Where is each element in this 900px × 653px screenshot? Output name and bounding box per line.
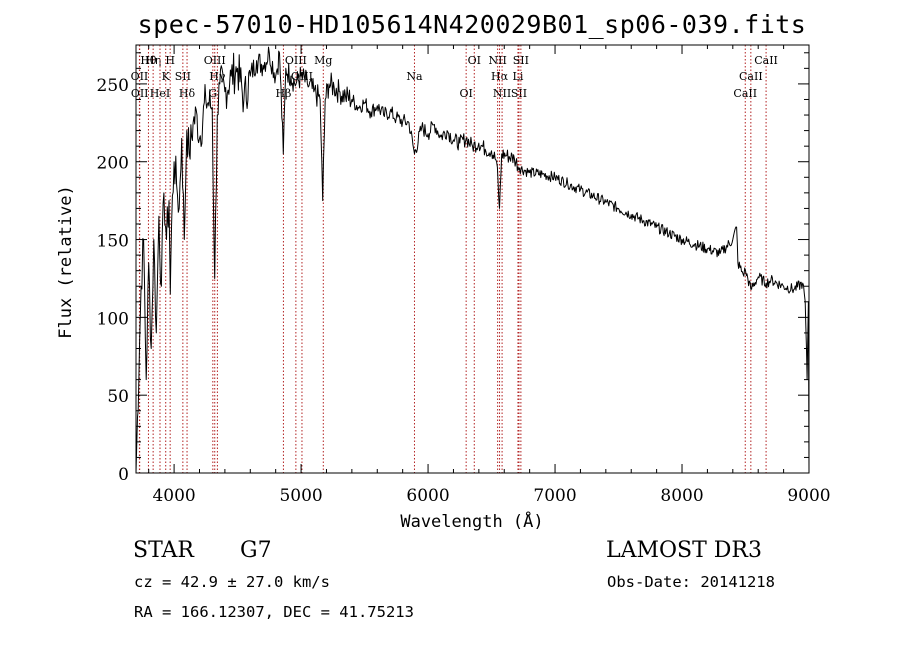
marker-label: CaII (733, 87, 757, 100)
chart-title: spec-57010-HD105614N420029B01_sp06-039.f… (138, 10, 807, 39)
redshift-text: cz = 42.9 ± 27.0 km/s (134, 573, 330, 591)
x-axis-label: Wavelength (Å) (400, 510, 543, 532)
y-tick-label: 100 (97, 309, 129, 329)
marker-label: OI (459, 87, 472, 100)
obs-date: Obs-Date: 20141218 (607, 573, 775, 591)
marker-label: K (162, 70, 171, 83)
marker-label: Mg (314, 54, 332, 67)
spectrum-line (135, 46, 810, 474)
y-axis-label: Flux (relative) (56, 185, 76, 339)
marker-label: Hδ (179, 87, 196, 100)
marker-label: OIII (285, 54, 307, 67)
marker-label: NII (488, 54, 506, 67)
marker-label: CaII (739, 70, 763, 83)
marker-label: Li (513, 70, 524, 83)
marker-label: CaII (754, 54, 778, 67)
line-markers: HθOIIOIIHηKHeIHSIIHδOIIIHγGOIIIOIIIHβMgN… (131, 45, 778, 473)
marker-label: Hγ (209, 70, 226, 83)
marker-label: Na (406, 70, 423, 83)
marker-label: OIII (204, 54, 226, 67)
x-tick-label: 7000 (533, 486, 576, 506)
marker-label: H (165, 54, 175, 67)
marker-label: OII (131, 87, 149, 100)
marker-label: G (208, 87, 217, 100)
coordinates-text: RA = 166.12307, DEC = 41.75213 (134, 603, 414, 621)
x-tick-label: 8000 (660, 486, 703, 506)
y-tick-label: 150 (97, 232, 129, 252)
x-tick-label: 6000 (406, 486, 449, 506)
axis-tick-labels: 4000 5000 6000 7000 8000 9000 0 50 100 150 200 250 (97, 76, 831, 506)
marker-label: Hβ (275, 87, 291, 100)
marker-label: HeI (150, 87, 170, 100)
y-tick-label: 200 (97, 154, 129, 174)
marker-label: NII (493, 87, 511, 100)
survey-name: LAMOST DR3 (606, 538, 762, 563)
object-class: STAR (133, 538, 194, 563)
marker-label: SII (513, 54, 529, 67)
y-tick-label: 0 (118, 465, 129, 485)
y-tick-label: 50 (107, 387, 129, 407)
marker-label: Hα (491, 70, 509, 83)
series-layer (135, 46, 810, 474)
x-tick-label: 5000 (279, 486, 322, 506)
x-tick-label: 4000 (152, 486, 195, 506)
x-tick-label: 9000 (787, 486, 830, 506)
marker-label: OI (468, 54, 481, 67)
marker-label: Hη (145, 54, 161, 67)
y-tick-label: 250 (97, 76, 129, 96)
marker-label: SII (175, 70, 191, 83)
marker-label: SII (511, 87, 527, 100)
subclass: G7 (240, 538, 272, 563)
plot-frame (135, 44, 810, 474)
axis-ticks (136, 45, 810, 474)
